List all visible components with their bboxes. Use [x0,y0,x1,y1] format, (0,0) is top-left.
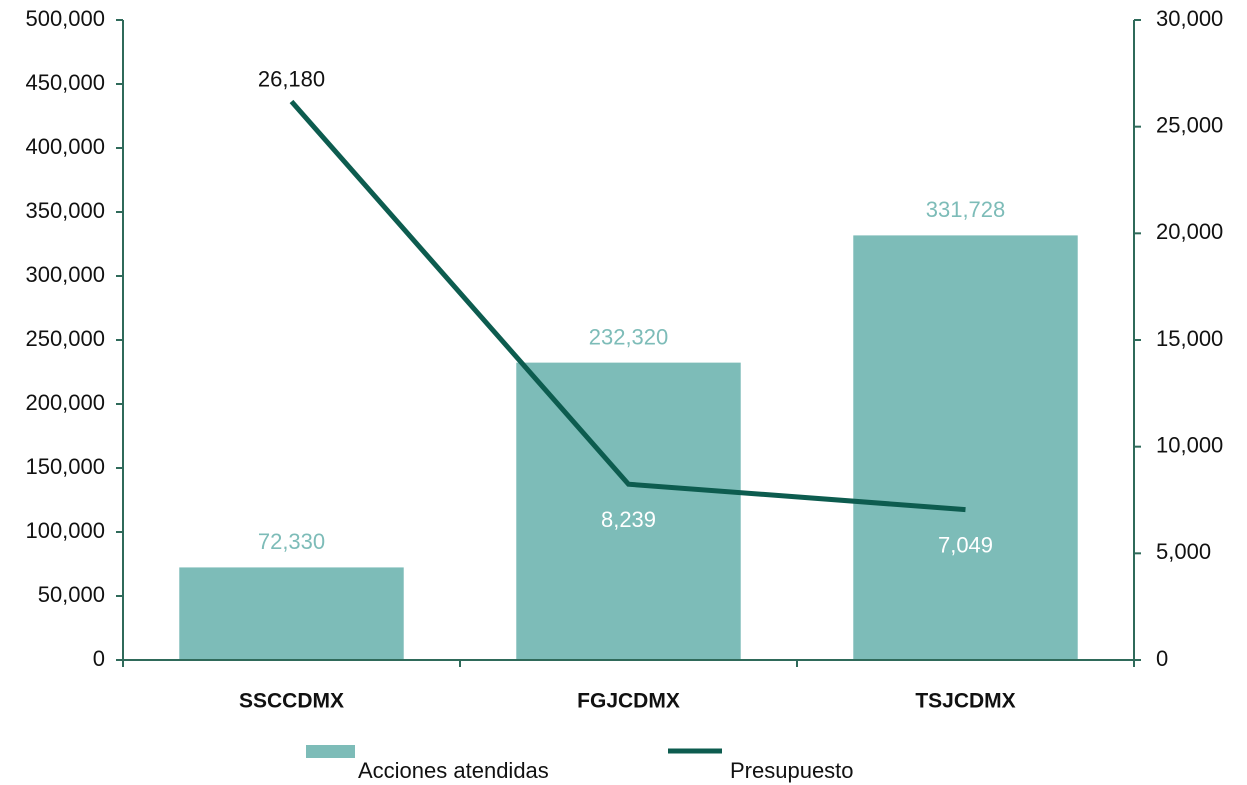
y2-tick-label: 25,000 [1156,112,1223,137]
legend-swatch [306,745,355,758]
line [289,99,966,513]
legend-label: Acciones atendidas [358,758,549,783]
y-tick-label: 0 [93,646,105,671]
y-tick-label: 350,000 [25,198,105,223]
x-tick-label: SSCCDMX [239,690,344,713]
y-tick-label: 200,000 [25,390,105,415]
line-value-label: 7,049 [938,532,993,557]
bar [179,567,404,660]
y2-tick-label: 10,000 [1156,432,1223,457]
x-tick-label: FGJCDMX [577,690,680,713]
y-tick-label: 250,000 [25,326,105,351]
bar-value-label: 232,320 [589,324,669,349]
bar-value-label: 72,330 [258,529,325,554]
bar [516,362,741,660]
line-value-label: 8,239 [601,507,656,532]
y2-tick-label: 20,000 [1156,219,1223,244]
bar-value-label: 331,728 [926,197,1006,222]
bar [853,235,1078,660]
y-tick-label: 500,000 [25,6,105,31]
y2-tick-label: 5,000 [1156,539,1211,564]
legend-label: Presupuesto [730,758,854,783]
y-tick-label: 50,000 [38,582,105,607]
y-tick-label: 150,000 [25,454,105,479]
y2-tick-label: 30,000 [1156,6,1223,31]
y2-tick-label: 0 [1156,646,1168,671]
line-value-label: 26,180 [258,66,325,91]
y-tick-label: 300,000 [25,262,105,287]
y-tick-label: 100,000 [25,518,105,543]
x-tick-label: TSJCDMX [915,690,1015,713]
y-tick-label: 400,000 [25,134,105,159]
y2-tick-label: 15,000 [1156,326,1223,351]
y-tick-label: 450,000 [25,70,105,95]
